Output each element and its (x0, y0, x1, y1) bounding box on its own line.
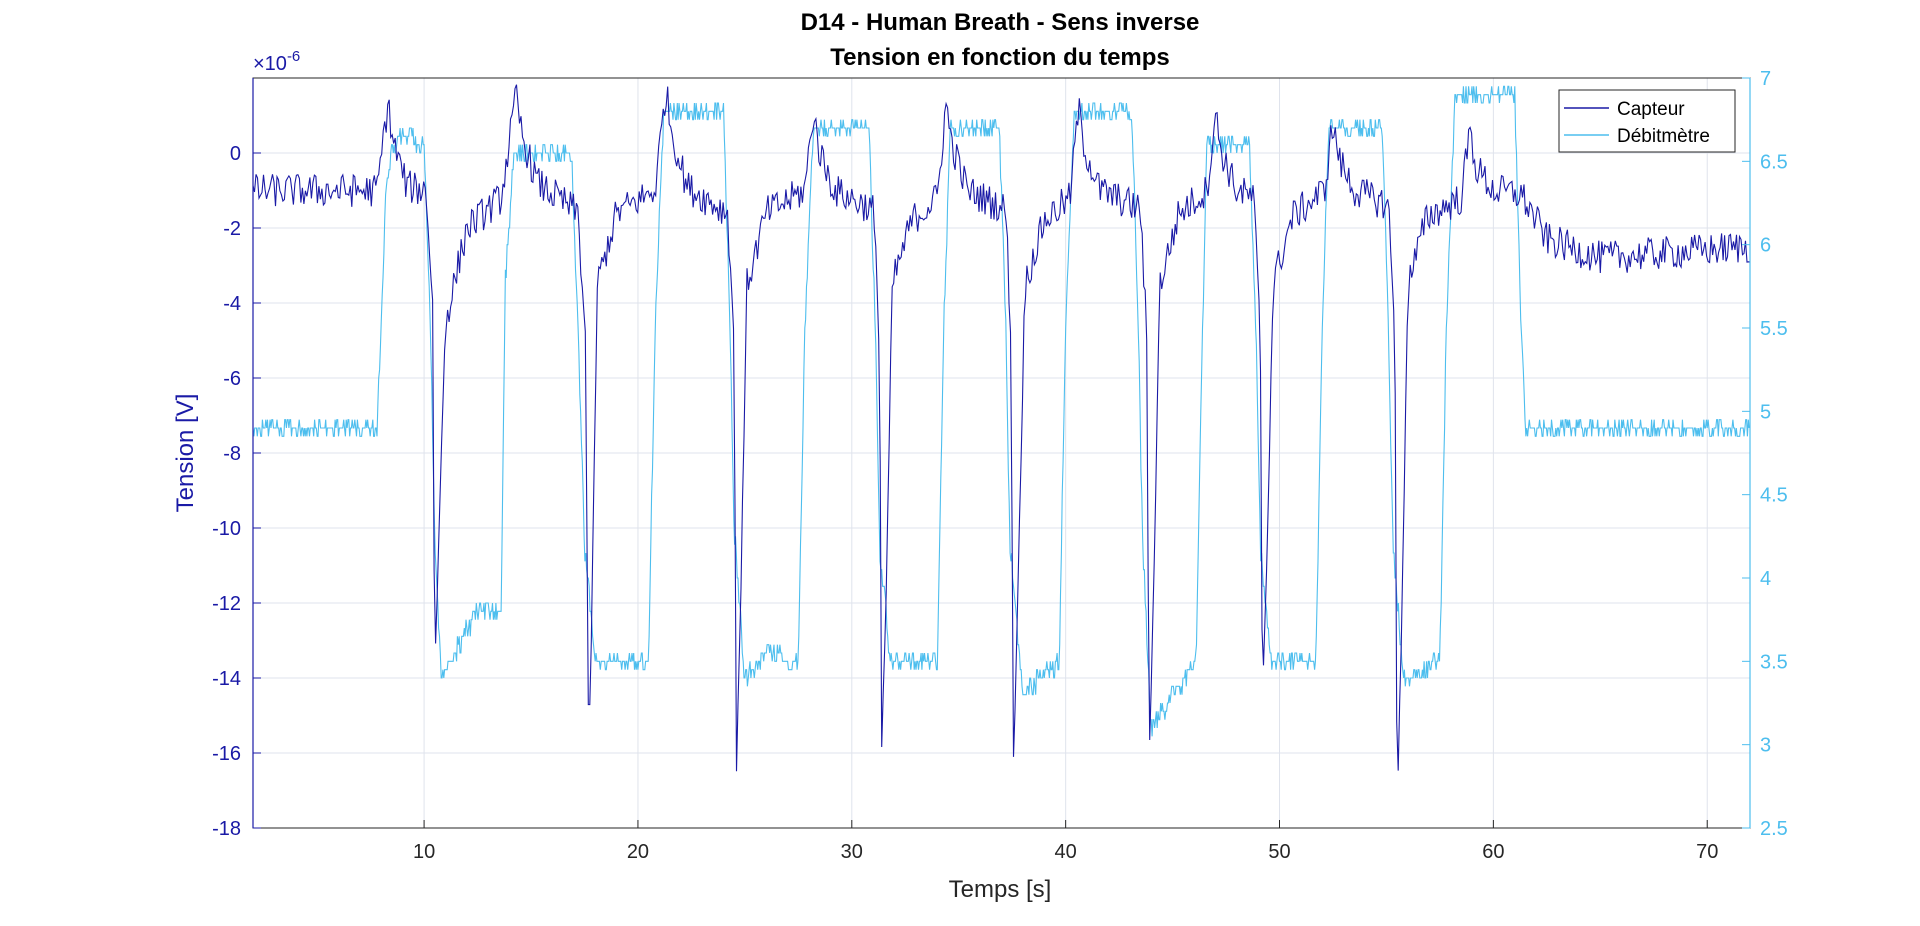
legend-box (1558, 89, 1736, 153)
series-capteur-line (252, 84, 1751, 772)
x-tick-label: 40 (1055, 841, 1077, 863)
y-tick-label-right: 5.5 (1760, 318, 1788, 340)
y-tick-label-right: 4 (1760, 568, 1771, 590)
x-ticks: 10 20 30 40 50 60 70 (413, 820, 1718, 863)
y-tick-label-left: -18 (212, 818, 241, 840)
y-tick-label-right: 2.5 (1760, 818, 1788, 840)
left-axis-exponent: ×10-6 (253, 48, 300, 75)
y-tick-label-right: 3.5 (1760, 651, 1788, 673)
y-tick-label-left: -4 (223, 293, 241, 315)
legend-debitmetre-label: Débitmètre (1617, 126, 1710, 147)
y-tick-label-right: 3 (1760, 735, 1771, 757)
y-tick-label-left: 0 (230, 143, 241, 165)
chart-subtitle: Tension en fonction du temps (830, 44, 1170, 71)
y-tick-label-right: 4.5 (1760, 485, 1788, 507)
x-tick-label: 20 (627, 841, 649, 863)
y-tick-label-left: -10 (212, 518, 241, 540)
chart-title: D14 - Human Breath - Sens inverse (801, 9, 1200, 36)
legend: Capteur Débitmètre (1558, 89, 1736, 153)
y-ticks-right: 7 6.5 6 5.5 5 4.5 4 3.5 3 2.5 (1742, 68, 1788, 840)
series-debitmetre-line (252, 85, 1750, 737)
y-tick-label-right: 6.5 (1760, 151, 1788, 173)
x-tick-label: 60 (1482, 841, 1504, 863)
gridlines (253, 78, 1750, 829)
y-tick-label-left: -16 (212, 743, 241, 765)
y-tick-label-left: -14 (212, 668, 241, 690)
x-tick-label: 70 (1696, 841, 1718, 863)
legend-capteur-label: Capteur (1617, 99, 1685, 120)
y-tick-label-left: -12 (212, 593, 241, 615)
y-axis-label-left: Tension [V] (172, 394, 199, 513)
y-tick-label-right: 7 (1760, 68, 1771, 90)
y-ticks-left: 0 -2 -4 -6 -8 -10 -12 -14 -16 -18 (212, 143, 261, 840)
y-tick-label-right: 5 (1760, 401, 1771, 423)
x-axis-label: Temps [s] (949, 876, 1052, 903)
x-tick-label: 10 (413, 841, 435, 863)
y-tick-label-right: 6 (1760, 235, 1771, 257)
y-tick-label-left: -6 (223, 368, 241, 390)
y-tick-label-left: -2 (223, 218, 241, 240)
series-layer (252, 84, 1751, 772)
x-tick-label: 50 (1268, 841, 1290, 863)
y-tick-label-left: -8 (223, 443, 241, 465)
x-tick-label: 30 (841, 841, 863, 863)
